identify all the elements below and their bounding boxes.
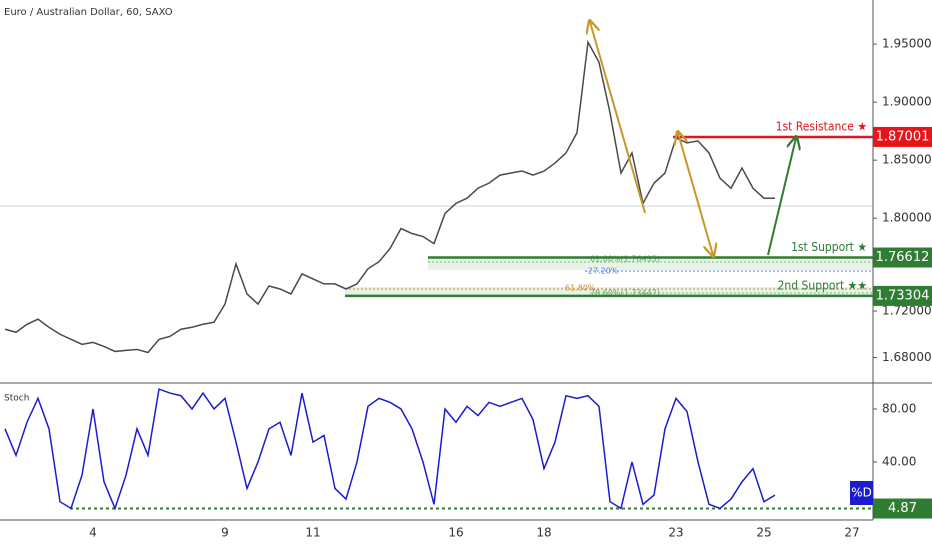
fib-label: 61.80%(1.76435) — [590, 255, 660, 264]
y-tick-label: 1.80000 — [882, 211, 932, 225]
level-label: 1st Support ★ — [791, 240, 867, 254]
arrow — [678, 133, 713, 255]
x-tick-label: 9 — [221, 526, 229, 540]
x-tick-label: 25 — [756, 526, 771, 540]
y-tick-label: 40.00 — [882, 454, 916, 468]
plot: 1.95000 1.90000 1.85000 1.80000 1.72000 1.680… — [4, 37, 932, 540]
y-tick-label: 1.95000 — [882, 37, 932, 51]
fib-label: -27.20% — [585, 267, 619, 276]
x-tick-label: 4 — [89, 526, 97, 540]
fib-label: 78.60%(1.73447) — [590, 289, 660, 298]
level-box — [873, 126, 932, 147]
y-tick-label: 80.00 — [882, 401, 916, 415]
line — [4, 388, 776, 511]
y-tick-label: 1.68000 — [882, 350, 932, 364]
level-value: 1.73304 — [876, 288, 930, 303]
level-value: 1.76612 — [876, 250, 930, 265]
level-value: 4.87 — [888, 501, 917, 516]
y-tick-label: 1.72000 — [882, 304, 932, 318]
x-tick-label: 27 — [844, 526, 859, 540]
level-box — [873, 285, 932, 306]
level-label: 2nd Support ★★ — [778, 278, 867, 292]
level-box — [873, 247, 932, 268]
fib-label: 61.80% — [565, 284, 596, 293]
legend-label: %D — [851, 486, 872, 500]
line — [4, 39, 775, 354]
arrow — [767, 138, 796, 256]
y-tick-label: 1.85000 — [882, 153, 932, 167]
support-band — [428, 257, 873, 270]
pane-title: Stoch — [4, 394, 29, 404]
y-tick-label: 1.90000 — [882, 95, 932, 109]
level-box — [873, 498, 932, 519]
arrow — [590, 22, 646, 214]
x-tick-label: 23 — [668, 526, 683, 540]
level-value: 1.87001 — [876, 129, 930, 144]
x-tick-label: 18 — [536, 526, 551, 540]
x-tick-label: 11 — [305, 526, 320, 540]
legend-box — [850, 481, 873, 505]
support-band — [345, 287, 873, 296]
chart-title: Euro / Australian Dollar, 60, SAXO — [4, 7, 173, 18]
level-label: 1st Resistance ★ — [776, 119, 867, 133]
x-tick-label: 16 — [448, 526, 463, 540]
